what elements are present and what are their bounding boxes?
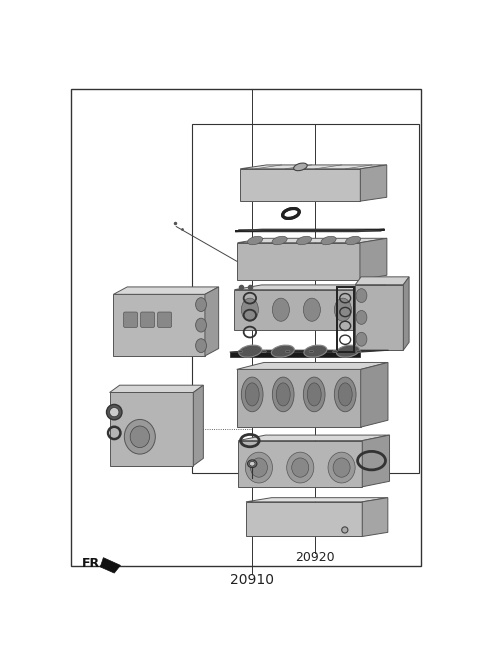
Polygon shape [240, 169, 360, 201]
Ellipse shape [303, 377, 325, 412]
Ellipse shape [196, 298, 206, 312]
Text: 20920: 20920 [295, 551, 335, 564]
Ellipse shape [124, 419, 156, 454]
Ellipse shape [342, 527, 348, 533]
Ellipse shape [239, 345, 262, 357]
Ellipse shape [304, 345, 327, 357]
FancyBboxPatch shape [141, 312, 155, 327]
Ellipse shape [271, 345, 294, 357]
Polygon shape [100, 558, 120, 573]
Polygon shape [238, 238, 387, 243]
Polygon shape [360, 363, 388, 427]
Polygon shape [205, 287, 219, 356]
Ellipse shape [356, 333, 367, 346]
FancyBboxPatch shape [123, 312, 137, 327]
Polygon shape [362, 435, 390, 487]
Polygon shape [362, 498, 388, 537]
Ellipse shape [328, 452, 355, 483]
Polygon shape [109, 385, 204, 392]
Text: 20910: 20910 [229, 573, 274, 586]
Ellipse shape [346, 236, 360, 245]
Ellipse shape [248, 236, 263, 245]
Ellipse shape [333, 350, 337, 353]
Polygon shape [193, 385, 204, 466]
Ellipse shape [335, 377, 356, 412]
Ellipse shape [245, 452, 273, 483]
Polygon shape [238, 441, 362, 487]
Polygon shape [113, 287, 219, 295]
Ellipse shape [307, 383, 321, 406]
Polygon shape [234, 290, 359, 330]
Polygon shape [355, 285, 403, 350]
Ellipse shape [276, 383, 290, 406]
Polygon shape [246, 502, 362, 537]
Ellipse shape [321, 236, 336, 245]
Ellipse shape [335, 298, 351, 321]
Ellipse shape [251, 458, 267, 477]
Polygon shape [238, 243, 360, 279]
Ellipse shape [294, 163, 307, 171]
Polygon shape [234, 285, 385, 290]
Polygon shape [230, 352, 360, 357]
Ellipse shape [356, 289, 367, 302]
Ellipse shape [272, 377, 294, 412]
Polygon shape [403, 277, 409, 350]
Ellipse shape [241, 377, 263, 412]
Text: FR.: FR. [82, 558, 105, 570]
Polygon shape [237, 363, 388, 369]
Polygon shape [237, 369, 360, 427]
Ellipse shape [238, 350, 243, 353]
Ellipse shape [338, 383, 352, 406]
Ellipse shape [292, 458, 309, 477]
Ellipse shape [287, 452, 314, 483]
Ellipse shape [272, 236, 287, 245]
Ellipse shape [333, 458, 350, 477]
Polygon shape [113, 295, 205, 356]
Ellipse shape [262, 350, 266, 353]
Ellipse shape [196, 338, 206, 352]
Polygon shape [230, 350, 389, 352]
Ellipse shape [109, 407, 119, 417]
Polygon shape [360, 165, 387, 201]
Polygon shape [240, 165, 387, 169]
Bar [192, 124, 419, 473]
Ellipse shape [336, 345, 360, 357]
Polygon shape [355, 277, 409, 285]
Polygon shape [246, 498, 388, 502]
Polygon shape [238, 435, 390, 441]
FancyBboxPatch shape [157, 312, 172, 327]
Ellipse shape [272, 298, 289, 321]
Polygon shape [359, 285, 385, 330]
Ellipse shape [248, 460, 257, 468]
Ellipse shape [250, 461, 255, 466]
Polygon shape [360, 238, 387, 279]
Ellipse shape [107, 405, 122, 420]
Ellipse shape [196, 318, 206, 332]
Ellipse shape [130, 426, 149, 447]
Ellipse shape [245, 383, 259, 406]
Ellipse shape [241, 298, 258, 321]
Ellipse shape [285, 350, 290, 353]
Polygon shape [109, 392, 193, 466]
Ellipse shape [356, 310, 367, 324]
Ellipse shape [303, 298, 321, 321]
Ellipse shape [356, 350, 361, 353]
Ellipse shape [309, 350, 314, 353]
Ellipse shape [297, 236, 312, 245]
